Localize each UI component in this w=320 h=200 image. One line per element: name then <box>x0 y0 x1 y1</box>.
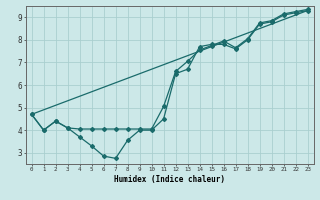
X-axis label: Humidex (Indice chaleur): Humidex (Indice chaleur) <box>114 175 225 184</box>
